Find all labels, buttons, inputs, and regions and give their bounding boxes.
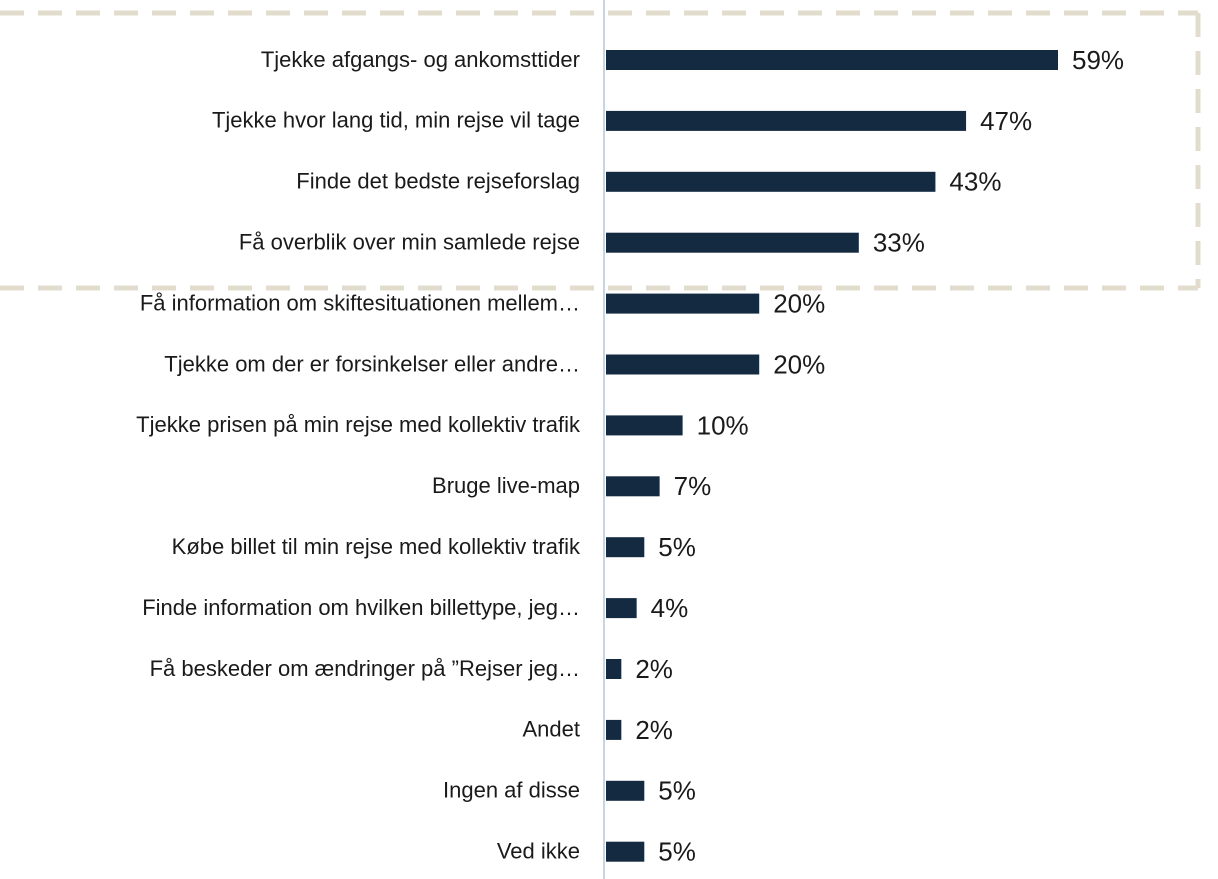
value-label: 10% — [697, 410, 749, 440]
category-label: Tjekke hvor lang tid, min rejse vil tage — [212, 108, 580, 133]
category-label: Tjekke om der er forsinkelser eller andr… — [164, 351, 580, 376]
category-label: Finde information om hvilken billettype,… — [142, 595, 580, 620]
bar — [606, 232, 859, 253]
category-label: Få beskeder om ændringer på ”Rejser jeg… — [150, 656, 580, 681]
bar — [606, 171, 936, 192]
value-label: 20% — [773, 349, 825, 379]
bar — [606, 50, 1058, 70]
bar — [606, 476, 660, 497]
bar — [606, 110, 967, 131]
value-label: 7% — [674, 471, 712, 501]
category-label: Ingen af disse — [443, 778, 580, 803]
bar — [606, 537, 645, 558]
value-label: 47% — [980, 106, 1032, 136]
value-label: 2% — [635, 654, 673, 684]
category-label: Få information om skiftesituationen mell… — [140, 290, 580, 315]
category-label: Tjekke afgangs- og ankomsttider — [261, 47, 580, 72]
bar — [606, 415, 683, 436]
category-label: Andet — [523, 717, 581, 742]
bar — [606, 719, 622, 740]
bar — [606, 293, 760, 314]
category-label: Bruge live-map — [432, 473, 580, 498]
bar — [606, 841, 645, 862]
category-label: Købe billet til min rejse med kollektiv … — [172, 534, 581, 559]
bar — [606, 659, 622, 679]
highlight-box — [0, 10, 1201, 291]
value-label: 5% — [658, 532, 696, 562]
value-label: 2% — [635, 715, 673, 745]
category-label: Finde det bedste rejseforslag — [296, 169, 580, 194]
bar — [606, 780, 645, 801]
bar — [606, 354, 760, 375]
value-label: 5% — [658, 837, 696, 867]
category-label: Ved ikke — [497, 839, 580, 864]
value-label: 43% — [949, 167, 1001, 197]
value-label: 59% — [1072, 45, 1124, 75]
bar — [606, 598, 637, 619]
value-label: 20% — [773, 288, 825, 318]
category-label: Få overblik over min samlede rejse — [239, 230, 580, 255]
category-label: Tjekke prisen på min rejse med kollektiv… — [136, 412, 581, 437]
value-label: 5% — [658, 776, 696, 806]
value-label: 4% — [651, 593, 689, 623]
value-label: 33% — [873, 228, 925, 258]
